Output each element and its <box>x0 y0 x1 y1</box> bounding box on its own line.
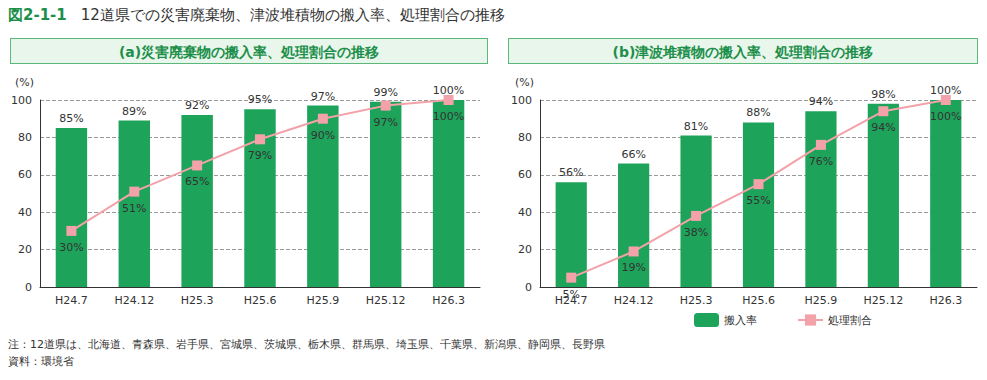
svg-text:65%: 65% <box>185 175 209 188</box>
svg-text:92%: 92% <box>185 99 209 112</box>
svg-text:20: 20 <box>18 243 32 256</box>
svg-text:H25.12: H25.12 <box>366 294 406 307</box>
svg-text:100: 100 <box>11 94 32 107</box>
svg-text:80: 80 <box>18 131 32 144</box>
svg-text:H24.12: H24.12 <box>114 294 154 307</box>
html-text:注：12道県は、北海道、青森県、岩手県、宮城県、茨城県、栃木: 注：12道県は、北海道、青森県、岩手県、宮城県、茨城県、栃木県、群馬県、埼玉県、… <box>8 338 605 351</box>
svg-text:38%: 38% <box>684 226 708 239</box>
html-text:資料：環境省: 資料：環境省 <box>8 355 74 368</box>
svg-text:20: 20 <box>518 243 532 256</box>
svg-text:80: 80 <box>518 131 532 144</box>
svg-text:88%: 88% <box>746 106 770 119</box>
html-text:12道県での災害廃棄物、津波堆積物の搬入率、処理割合の推移: 12道県での災害廃棄物、津波堆積物の搬入率、処理割合の推移 <box>80 6 505 24</box>
svg-text:100%: 100% <box>433 110 464 123</box>
svg-text:89%: 89% <box>122 105 146 118</box>
svg-text:19%: 19% <box>621 261 645 274</box>
svg-text:98%: 98% <box>871 88 895 101</box>
svg-text:60: 60 <box>518 168 532 181</box>
svg-text:(%): (%) <box>515 76 534 89</box>
svg-text:H26.3: H26.3 <box>929 294 962 307</box>
svg-text:100: 100 <box>511 94 532 107</box>
svg-text:55%: 55% <box>746 194 770 207</box>
svg-text:0: 0 <box>25 281 32 294</box>
svg-text:76%: 76% <box>809 155 833 168</box>
svg-text:40: 40 <box>518 206 532 219</box>
svg-text:H26.3: H26.3 <box>432 294 465 307</box>
svg-text:H25.12: H25.12 <box>863 294 903 307</box>
svg-text:5%: 5% <box>562 288 579 301</box>
svg-text:97%: 97% <box>311 90 335 103</box>
svg-text:85%: 85% <box>59 112 83 125</box>
html-text:(a)災害廃棄物の搬入率、処理割合の推移: (a)災害廃棄物の搬入率、処理割合の推移 <box>118 44 380 60</box>
svg-text:60: 60 <box>18 168 32 181</box>
svg-text:H24.12: H24.12 <box>614 294 654 307</box>
svg-text:99%: 99% <box>373 86 397 99</box>
svg-text:79%: 79% <box>248 149 272 162</box>
html-text:(b)津波堆積物の搬入率、処理割合の推移: (b)津波堆積物の搬入率、処理割合の推移 <box>612 44 874 60</box>
svg-text:処理割合: 処理割合 <box>828 314 872 327</box>
svg-text:81%: 81% <box>684 120 708 133</box>
svg-text:100%: 100% <box>432 84 465 97</box>
svg-text:56%: 56% <box>559 166 583 179</box>
svg-text:94%: 94% <box>871 121 895 134</box>
svg-text:搬入率: 搬入率 <box>724 314 757 327</box>
svg-text:H25.9: H25.9 <box>805 294 838 307</box>
svg-text:H25.6: H25.6 <box>244 294 277 307</box>
svg-text:100%: 100% <box>930 110 961 123</box>
svg-text:30%: 30% <box>59 241 83 254</box>
svg-text:97%: 97% <box>373 116 397 129</box>
svg-text:94%: 94% <box>809 95 833 108</box>
svg-text:H25.6: H25.6 <box>742 294 775 307</box>
svg-text:H25.9: H25.9 <box>306 294 339 307</box>
svg-text:90%: 90% <box>311 129 335 142</box>
svg-text:H24.7: H24.7 <box>554 294 588 307</box>
svg-text:(%): (%) <box>15 76 34 89</box>
svg-text:H24.7: H24.7 <box>55 294 88 307</box>
svg-text:H25.3: H25.3 <box>181 294 214 307</box>
svg-text:66%: 66% <box>621 148 645 161</box>
svg-text:H25.3: H25.3 <box>680 294 713 307</box>
svg-text:40: 40 <box>18 206 32 219</box>
svg-text:100%: 100% <box>930 84 962 97</box>
svg-text:51%: 51% <box>122 202 146 215</box>
svg-text:95%: 95% <box>248 93 272 106</box>
svg-text:0: 0 <box>525 281 532 294</box>
html-text:図2-1-1: 図2-1-1 <box>8 6 67 24</box>
